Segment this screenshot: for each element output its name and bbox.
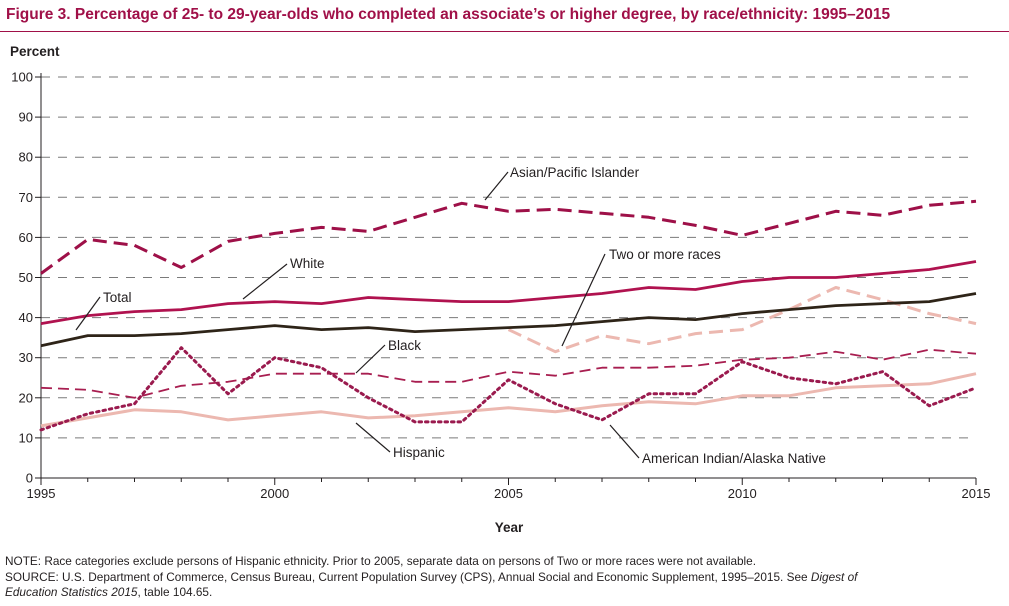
leader-total [75,296,101,331]
source-ref-2: Education Statistics 2015 [5,585,138,599]
label-white: White [290,256,325,271]
leader-asian [484,171,509,201]
figure-title: Figure 3. Percentage of 25- to 29-year-o… [6,6,891,23]
source-tail: , table 104.65. [137,585,213,599]
y-tick-label-80: 80 [19,150,33,165]
leader-black [355,344,386,374]
grid-lines [41,76,976,439]
leader-aian [609,424,640,459]
y-tick-label-90: 90 [19,110,33,125]
title-rule [0,31,1009,32]
label-hispanic: Hispanic [393,445,445,460]
y-tick-label-60: 60 [19,230,33,245]
source-ref-1: Digest of [810,570,858,584]
leader-white [242,263,288,300]
series-line-total [40,292,977,348]
series-line-asian [40,199,977,275]
label-total: Total [103,290,132,305]
line-chart: 0 10 20 30 40 50 60 70 80 90 100 1995 2000 2005 2010 20… [10,44,990,535]
series-line-two_or_more [507,286,977,354]
series-line-hispanic [40,372,977,428]
leader-hispanic [355,422,391,453]
series-line-white [40,260,977,325]
y-tick-label-10: 10 [19,430,33,445]
figure-note: NOTE: Race categories exclude persons of… [5,554,757,568]
y-tick-label-50: 50 [19,270,33,285]
y-tick-label-0: 0 [26,471,33,486]
y-tick-label-30: 30 [19,350,33,365]
source-text: SOURCE: U.S. Department of Commerce, Cen… [5,570,808,584]
y-tick-label-40: 40 [19,310,33,325]
axes: 0 10 20 30 40 50 60 70 80 90 100 1995 2000 2005 2010 20… [11,70,990,502]
x-tick-label-2005: 2005 [494,486,523,501]
y-tick-label-20: 20 [19,390,33,405]
label-two-or-more: Two or more races [609,247,721,262]
leader-lines [75,171,640,459]
x-axis-title: Year [495,520,524,535]
x-tick-label-1995: 1995 [27,486,56,501]
label-aian: American Indian/Alaska Native [642,451,826,466]
label-asian: Asian/Pacific Islander [510,165,640,180]
x-tick-label-2015: 2015 [962,486,991,501]
x-tick-label-2010: 2010 [728,486,757,501]
y-tick-label-100: 100 [11,70,33,85]
label-black: Black [388,338,421,353]
series-line-aian [39,346,978,432]
y-axis-title: Percent [10,44,60,59]
series-line-black [40,348,977,399]
x-tick-label-2000: 2000 [260,486,289,501]
series-lines [39,199,978,432]
y-tick-label-70: 70 [19,190,33,205]
figure-source: SOURCE: U.S. Department of Commerce, Cen… [5,570,857,600]
leader-two_or_more [561,253,606,347]
series-labels: Asian/Pacific Islander Two or more races… [103,165,826,466]
